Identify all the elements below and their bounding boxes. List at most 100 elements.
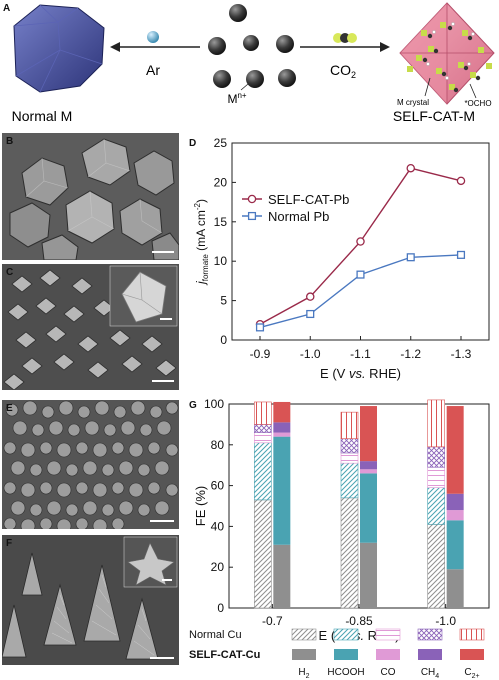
chart-d-xtick-label: -1.1 — [350, 347, 371, 361]
chart-g-ytick-label: 60 — [211, 479, 225, 493]
metal-ion-pointer — [240, 83, 249, 91]
arrow-right — [300, 42, 390, 52]
chart-g-ytick-label: 100 — [204, 398, 224, 411]
chart-g-legend-product-label: CH4 — [421, 667, 439, 680]
chart-d-point — [456, 250, 466, 259]
chart-g-legend-swatch — [418, 649, 442, 660]
sem-image-f — [2, 535, 179, 665]
chart-d-point — [306, 309, 315, 319]
chart-g-bar-segment — [446, 510, 464, 521]
sem-image-e — [2, 400, 179, 529]
m-crystal-annotation: M crystal — [397, 98, 429, 107]
chart-g-bar-segment — [427, 487, 445, 525]
co2-molecule — [333, 33, 357, 43]
ocho-annotation: *OCHO — [464, 99, 491, 108]
argon-atom — [147, 31, 159, 43]
chart-g-bar-segment — [340, 438, 359, 454]
panel-a-schematic: Ar CO2 Mn+ Normal M SELF-CAT-M M crystal… — [12, 2, 495, 124]
chart-g-ytick-label: 80 — [211, 438, 225, 452]
chart-g-bar-segment — [427, 399, 445, 448]
chart-d-xtick-label: -0.9 — [250, 347, 271, 361]
chart-d-point — [306, 292, 315, 301]
panel-letter-g: G — [189, 400, 197, 411]
chart-d-xlabel: E (V vs. RHE) — [320, 366, 401, 381]
chart-g-bar-segment — [254, 442, 272, 501]
chart-g-bar-segment — [273, 436, 291, 545]
ar-label: Ar — [146, 62, 160, 78]
chart-g-bar-segment — [360, 406, 377, 462]
chart-g-ytick-label: 0 — [217, 601, 224, 615]
chart-g-bar-segment — [273, 432, 291, 437]
chart-g-bar-segment — [273, 422, 291, 433]
panel-letter-a: A — [3, 3, 11, 14]
chart-g-bar-segment — [254, 401, 272, 425]
chart-g-ytick-label: 20 — [211, 560, 225, 574]
chart-g-legend-row-label: SELF-CAT-Cu — [189, 649, 260, 661]
chart-d-ytick-label: 5 — [220, 294, 227, 308]
chart-d-ytick-label: 25 — [214, 136, 228, 150]
scale-bar-b — [152, 251, 174, 253]
chart-g-ylabel: FE (%) — [193, 486, 208, 526]
chart-d-xtick-label: -1.0 — [300, 347, 321, 361]
chart-g-bar-segment — [340, 411, 359, 439]
co2-label: CO2 — [330, 62, 356, 80]
chart-d-point — [356, 270, 365, 279]
chart-d-point — [255, 323, 265, 332]
chart-g-legend-swatch — [375, 628, 401, 641]
chart-d-legend-label: Normal Pb — [268, 209, 329, 224]
panel-letter-e: E — [6, 403, 13, 414]
self-cat-m-label: SELF-CAT-M — [393, 108, 475, 124]
chart-g-bar-segment — [273, 401, 291, 423]
chart-g-bar-segment — [427, 524, 445, 609]
chart-g-legend-product-label: CO — [381, 667, 396, 678]
sem-image-b — [2, 133, 179, 260]
panel-letter-f: F — [6, 538, 13, 549]
chart-g-legend-swatch — [460, 649, 484, 660]
chart-g-bar-segment — [446, 520, 464, 570]
normal-m-crystal — [13, 4, 105, 93]
chart-g-legend-product-label: H2 — [298, 667, 309, 680]
scale-bar-f-inset — [162, 579, 172, 581]
chart-g-bar-segment — [360, 469, 377, 474]
chart-d-legend-label: SELF-CAT-Pb — [268, 192, 349, 207]
chart-g-bar-segment — [254, 424, 272, 433]
chart-d-series-line-1 — [259, 254, 462, 329]
metal-ion-label: Mn+ — [227, 91, 246, 106]
chart-d-legend-marker — [247, 194, 257, 204]
chart-g-bar-segment — [427, 446, 445, 468]
chart-g-legend-swatch — [334, 649, 358, 660]
chart-g-xtick-label: -1.0 — [435, 614, 456, 628]
chart-g-legend-product-label: C2+ — [464, 667, 479, 680]
chart-g-legend-product-label: HCOOH — [327, 667, 364, 678]
chart-d-xtick-label: -1.3 — [451, 347, 472, 361]
chart-g-bar-segment — [273, 544, 291, 608]
chart-g-ytick-label: 40 — [211, 519, 225, 533]
chart-g-bar-segment — [340, 452, 359, 464]
chart-d-xtick-label: -1.2 — [400, 347, 421, 361]
panel-letter-c: C — [6, 267, 14, 278]
chart-g-legend-swatch — [417, 628, 443, 641]
chart-d-ytick-label: 20 — [214, 175, 228, 189]
sem-e-texture — [2, 400, 179, 529]
sem-image-c — [2, 264, 179, 390]
chart-d-formate-current: 0 5 10 15 20 25 -0.9 -1.0 -1.1 -1.2 -1.3 SELF-CAT-P… — [193, 136, 490, 381]
chart-d-point — [406, 253, 415, 262]
chart-g-bar-segment — [446, 493, 464, 511]
chart-g-xtick-label: -0.7 — [262, 614, 283, 628]
scale-bar-c — [152, 380, 174, 382]
chart-g-xtick-label: -0.85 — [345, 614, 373, 628]
chart-d-ytick-label: 15 — [214, 215, 228, 229]
chart-g-bar-segment — [254, 499, 272, 609]
panel-letter-d: D — [189, 138, 197, 149]
chart-g-bar-segment — [360, 542, 377, 608]
chart-g-bar-segment — [446, 406, 464, 494]
ocho-pointer — [469, 83, 477, 99]
arrow-left — [110, 42, 200, 52]
chart-g-legend-swatch — [376, 649, 400, 660]
scale-bar-e — [150, 520, 174, 522]
chart-g-bar-segment — [340, 462, 359, 499]
chart-d-point — [356, 237, 365, 246]
chart-g-legend-swatch — [292, 649, 316, 660]
chart-g-bar-segment — [446, 569, 464, 608]
